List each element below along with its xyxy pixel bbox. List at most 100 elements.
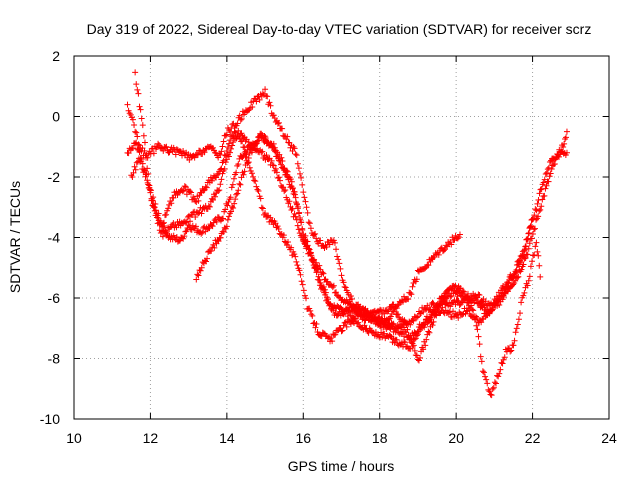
data-point xyxy=(489,306,496,313)
data-point xyxy=(410,342,417,349)
data-point xyxy=(256,96,263,103)
data-point xyxy=(525,230,532,237)
data-point xyxy=(269,143,276,150)
data-point xyxy=(496,292,503,299)
data-point xyxy=(521,246,528,253)
data-point xyxy=(125,150,132,157)
data-point xyxy=(536,190,543,197)
data-point xyxy=(181,183,188,190)
data-point xyxy=(501,354,508,361)
data-point xyxy=(132,128,139,135)
data-point xyxy=(155,217,162,224)
data-point xyxy=(298,219,305,226)
data-point xyxy=(423,336,430,343)
data-point xyxy=(296,209,303,216)
data-point xyxy=(289,205,296,212)
data-point xyxy=(425,262,432,269)
data-point xyxy=(255,137,262,144)
data-point xyxy=(245,155,252,162)
data-point xyxy=(291,145,298,152)
data-point xyxy=(530,226,537,233)
data-point xyxy=(303,204,310,211)
data-point xyxy=(354,308,361,315)
data-point xyxy=(288,178,295,185)
data-point xyxy=(279,125,286,132)
data-point xyxy=(290,188,297,195)
data-point xyxy=(248,149,255,156)
data-point xyxy=(222,206,229,213)
data-point xyxy=(272,165,279,172)
data-point xyxy=(307,250,314,257)
data-point xyxy=(413,276,420,283)
data-point xyxy=(436,301,443,308)
y-axis-label: SDTVAR / TECUs xyxy=(7,181,23,293)
data-point xyxy=(223,223,230,230)
data-point xyxy=(310,320,317,327)
data-point xyxy=(228,184,235,191)
data-point xyxy=(296,267,303,274)
data-point xyxy=(150,203,157,210)
data-point xyxy=(132,140,139,147)
data-point xyxy=(302,198,309,205)
data-point xyxy=(324,278,331,285)
axis-ticks: 10 12 14 16 18 20 22 24 -10 -8 -6 -4 -2 0 2 xyxy=(40,48,617,446)
data-point xyxy=(309,312,316,319)
data-point xyxy=(266,99,273,106)
data-point xyxy=(455,314,462,321)
data-points xyxy=(124,69,570,399)
data-point xyxy=(463,293,470,300)
data-point xyxy=(520,252,527,259)
data-point xyxy=(206,203,213,210)
data-point xyxy=(238,130,245,137)
data-point xyxy=(295,165,302,172)
data-point xyxy=(253,183,260,190)
data-point xyxy=(259,205,266,212)
data-point xyxy=(306,220,313,227)
data-point xyxy=(273,169,280,176)
data-point xyxy=(292,213,299,220)
data-point xyxy=(343,323,350,330)
data-point xyxy=(134,86,141,93)
data-point xyxy=(278,154,285,161)
data-point xyxy=(482,373,489,380)
data-point xyxy=(312,324,319,331)
data-point xyxy=(535,197,542,204)
data-point xyxy=(478,358,485,365)
data-point xyxy=(478,319,485,326)
data-point xyxy=(532,243,539,250)
data-point xyxy=(535,252,542,259)
data-point xyxy=(533,239,540,246)
data-point xyxy=(135,90,142,97)
data-point xyxy=(182,228,189,235)
data-point xyxy=(387,333,394,340)
data-point xyxy=(195,197,202,204)
data-point xyxy=(301,194,308,201)
data-point xyxy=(515,257,522,264)
data-point xyxy=(541,192,548,199)
data-point xyxy=(195,272,202,279)
data-point xyxy=(300,287,307,294)
data-point xyxy=(379,334,386,341)
data-point xyxy=(199,229,206,236)
data-point xyxy=(228,145,235,152)
data-point xyxy=(329,284,336,291)
y-tick-label: -6 xyxy=(48,290,61,306)
data-point xyxy=(340,279,347,286)
data-point xyxy=(475,291,482,298)
data-point xyxy=(172,151,179,158)
data-point xyxy=(365,313,372,320)
data-point xyxy=(537,186,544,193)
data-point xyxy=(529,258,536,265)
data-point xyxy=(537,273,544,280)
data-point xyxy=(276,151,283,158)
data-point xyxy=(469,306,476,313)
data-point xyxy=(401,324,408,331)
data-point xyxy=(132,69,139,76)
data-point xyxy=(291,191,298,198)
data-point xyxy=(233,191,240,198)
data-point xyxy=(261,133,268,140)
data-point xyxy=(230,139,237,146)
data-point xyxy=(244,159,251,166)
data-point xyxy=(525,277,532,284)
data-point xyxy=(138,115,145,122)
